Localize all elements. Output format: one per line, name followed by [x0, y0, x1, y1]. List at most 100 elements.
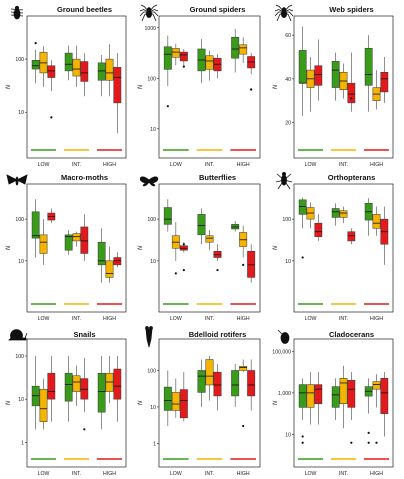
- cladoceran-icon: [277, 329, 290, 344]
- box-int-int: [72, 45, 81, 87]
- box-high-high: [113, 53, 122, 134]
- panel-title: Butterflies: [199, 173, 236, 182]
- y-axis-label: N: [138, 245, 144, 250]
- box-body: [213, 371, 222, 397]
- box-high-low: [314, 39, 323, 101]
- panel-frame: [293, 15, 394, 159]
- box-int-low: [171, 378, 180, 418]
- box-low-low: [31, 42, 40, 84]
- box-body: [231, 36, 240, 59]
- box-high-high: [247, 52, 256, 91]
- y-tick-label: 100: [147, 217, 156, 223]
- box-body: [97, 241, 106, 266]
- box-high-int: [347, 372, 356, 444]
- box-body: [205, 235, 214, 243]
- x-tick-label: HIGH: [237, 162, 250, 168]
- box-high-low: [179, 242, 188, 272]
- y-axis-label: N: [273, 245, 279, 250]
- box-low-low: [163, 199, 172, 232]
- panel-title: Macro-moths: [61, 173, 108, 182]
- box-int-low: [171, 222, 180, 275]
- panel-frame: [293, 338, 394, 468]
- panel-web-spiders: Web spiders 20 40 60 N LOW INT. HIGH: [273, 4, 394, 168]
- outlier-point: [34, 42, 37, 45]
- y-axis-label: N: [138, 84, 144, 89]
- box-body: [372, 214, 381, 229]
- box-body: [364, 47, 373, 86]
- butterfly-icon: [139, 176, 159, 187]
- y-tick-label: 100: [15, 217, 24, 223]
- box-body: [163, 386, 172, 411]
- outlier-point: [182, 65, 185, 68]
- web-spider-icon: [274, 4, 294, 22]
- panel-title: Cladocerans: [329, 330, 374, 339]
- box-int-high: [372, 374, 381, 444]
- box-int-low: [306, 56, 315, 112]
- box-int-int: [339, 206, 348, 224]
- box-low-int: [331, 52, 340, 101]
- x-tick-label: INT.: [205, 471, 214, 477]
- x-tick-label: HIGH: [370, 471, 383, 477]
- box-int-int: [205, 355, 214, 401]
- box-body: [171, 48, 180, 58]
- box-high-int: [213, 54, 222, 79]
- box-body: [339, 378, 348, 404]
- outlier-point: [350, 441, 353, 444]
- box-low-low: [31, 199, 40, 258]
- box-low-int: [331, 203, 340, 226]
- outlier-point: [242, 263, 245, 266]
- box-low-high: [231, 28, 240, 73]
- box-body: [171, 392, 180, 411]
- box-body: [47, 372, 56, 400]
- y-tick-label: 10: [18, 110, 24, 116]
- x-tick-label: LOW: [170, 316, 182, 322]
- box-high-low: [47, 208, 56, 224]
- box-body: [113, 67, 122, 104]
- outlier-point: [216, 268, 219, 272]
- x-tick-label: INT.: [205, 316, 214, 322]
- panel-butterflies: Butterflies 10 100 N LOW INT. HIGH: [138, 173, 261, 322]
- panel-macro-moths: Macro-moths 10 100 N LOW INT. HIGH: [6, 173, 127, 322]
- x-tick-label: HIGH: [103, 471, 116, 477]
- box-int-high: [372, 70, 381, 110]
- outlier-point: [182, 268, 185, 272]
- box-body: [113, 368, 122, 400]
- panel-bdelloid-rotifers: Bdelloid rotifers 1 10 100 N LOW INT. HIGH: [138, 326, 261, 477]
- box-body: [179, 51, 188, 62]
- y-tick-label: 20: [285, 121, 291, 127]
- outlier-point: [174, 272, 177, 275]
- box-int-high: [372, 206, 381, 236]
- box-high-high: [247, 359, 256, 411]
- x-tick-label: LOW: [38, 316, 50, 322]
- y-tick-label: 1,000: [278, 391, 291, 397]
- box-high-int: [80, 357, 89, 431]
- panel-ground-beetles: Ground beetles 10 100 N LOW INT. HIGH: [6, 5, 127, 168]
- box-high-low: [179, 48, 188, 68]
- box-body: [380, 72, 389, 93]
- beetle-icon: [10, 5, 24, 20]
- y-axis-label: N: [6, 84, 12, 89]
- box-int-high: [239, 225, 248, 266]
- box-body: [331, 61, 340, 88]
- panel-title: Ground spiders: [190, 5, 246, 14]
- box-body: [247, 250, 256, 278]
- panel-frame: [158, 183, 261, 313]
- y-tick-label: 10: [18, 397, 24, 403]
- box-low-high: [364, 378, 373, 444]
- box-high-high: [113, 252, 122, 268]
- box-body: [205, 55, 214, 70]
- y-tick-label: 100: [147, 368, 156, 374]
- box-int-int: [339, 63, 348, 99]
- box-body: [380, 378, 389, 414]
- box-body: [47, 65, 56, 78]
- x-tick-label: INT.: [72, 471, 81, 477]
- box-body: [239, 44, 248, 55]
- box-low-low: [298, 26, 307, 116]
- box-high-low: [47, 356, 56, 422]
- box-body: [64, 234, 73, 251]
- box-low-low: [31, 356, 40, 430]
- x-tick-label: HIGH: [103, 162, 116, 168]
- box-low-low: [298, 197, 307, 259]
- x-tick-label: LOW: [38, 162, 50, 168]
